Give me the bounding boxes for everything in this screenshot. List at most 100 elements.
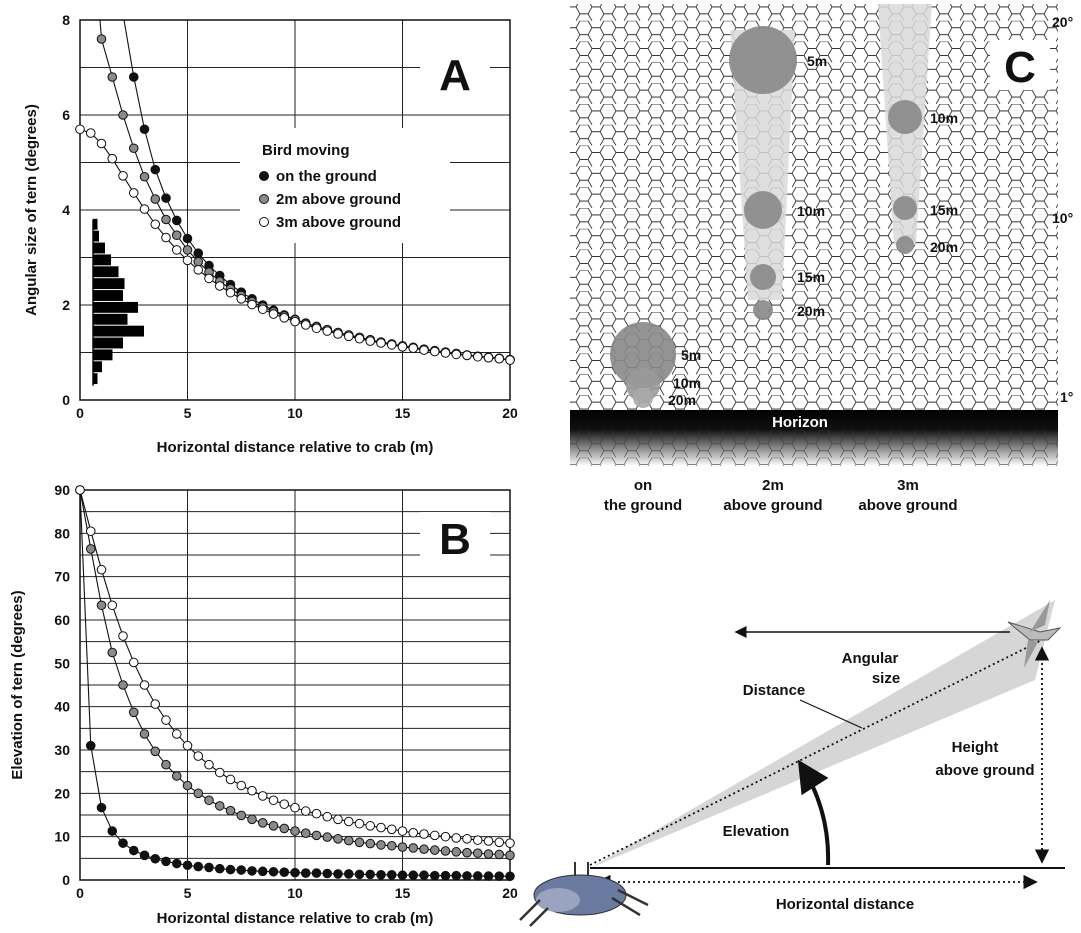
- histogram-bar: [93, 325, 144, 337]
- data-point: [354, 818, 365, 829]
- data-point: [96, 564, 107, 575]
- data-point: [311, 808, 322, 819]
- data-point: [171, 858, 182, 869]
- data-point: [290, 867, 300, 878]
- blob-3m-20m: [896, 236, 914, 254]
- y-tick-label: 30: [54, 742, 70, 758]
- data-point: [128, 188, 139, 198]
- data-point: [279, 799, 290, 809]
- data-point: [161, 715, 171, 725]
- height-label-line2: above ground: [935, 762, 1034, 779]
- data-point: [472, 351, 483, 362]
- legend-title: Bird moving: [262, 142, 350, 159]
- size-label: 10m: [930, 110, 958, 126]
- data-point: [150, 194, 161, 204]
- data-point: [193, 256, 204, 267]
- blob-2m-10m: [744, 191, 782, 229]
- data-point: [225, 774, 236, 785]
- data-point: [171, 771, 182, 781]
- angle-label-20: 20°: [1052, 14, 1073, 30]
- data-point: [85, 740, 96, 751]
- data-point: [182, 780, 193, 791]
- data-point: [472, 871, 483, 881]
- data-point: [182, 233, 193, 244]
- data-point: [505, 355, 515, 365]
- series-3m-above-ground: [75, 124, 515, 365]
- x-axis-label-a: Horizontal distance relative to crab (m): [157, 439, 434, 456]
- column-label-ground-line1: on: [634, 477, 652, 494]
- blob-ground-20m: [633, 388, 653, 408]
- data-point: [139, 729, 150, 739]
- data-point: [365, 336, 376, 346]
- data-point: [225, 805, 236, 816]
- horizon-label: Horizon: [772, 414, 828, 431]
- data-point: [376, 870, 386, 880]
- tern-icon: [1007, 600, 1062, 668]
- data-point: [333, 869, 343, 879]
- data-point: [75, 485, 85, 495]
- data-point: [419, 844, 429, 855]
- x-tick-label: 20: [502, 405, 518, 421]
- y-tick-label: 10: [54, 829, 70, 845]
- x-tick-label: 20: [502, 885, 518, 901]
- size-label: 5m: [681, 347, 701, 363]
- data-point: [268, 866, 279, 877]
- data-point: [322, 326, 333, 336]
- data-point: [214, 801, 225, 811]
- histogram-bar: [93, 218, 98, 230]
- data-point: [472, 848, 483, 858]
- data-point: [161, 232, 171, 243]
- data-point: [128, 707, 139, 718]
- x-tick-label: 10: [287, 885, 303, 901]
- data-point: [96, 802, 107, 813]
- data-point: [300, 828, 311, 839]
- legend-marker-ground: [259, 171, 269, 181]
- data-point: [214, 863, 225, 874]
- panel-a: 0 5 10 15 20 0 2 4 6 8 A Bird moving on the groun…: [23, 12, 518, 456]
- data-point: [85, 526, 96, 536]
- column-label-ground-line2: the ground: [604, 497, 682, 514]
- data-point: [386, 840, 397, 851]
- data-point: [161, 759, 171, 770]
- data-point: [365, 821, 376, 831]
- data-point: [494, 837, 505, 848]
- data-point: [118, 110, 128, 120]
- angular-size-label-line1: Angular: [842, 650, 899, 667]
- size-label: 10m: [673, 375, 701, 391]
- distance-pointer: [799, 699, 863, 729]
- data-point: [268, 309, 279, 319]
- histogram-bar: [93, 278, 125, 290]
- data-point: [193, 861, 204, 872]
- x-tick-label: 10: [287, 405, 303, 421]
- data-point: [161, 193, 171, 203]
- size-label: 20m: [797, 303, 825, 319]
- data-point: [128, 72, 139, 82]
- data-point: [107, 647, 118, 658]
- data-point: [408, 870, 419, 881]
- legend-entry-3m: 3m above ground: [276, 214, 401, 231]
- data-point: [236, 780, 247, 791]
- data-point: [290, 826, 300, 836]
- data-point: [161, 856, 171, 867]
- data-point: [107, 826, 118, 836]
- series-a: [75, 19, 515, 365]
- data-point: [128, 657, 139, 668]
- angle-label-1: 1°: [1060, 389, 1073, 405]
- data-point: [311, 868, 322, 878]
- data-point: [505, 838, 515, 848]
- data-point: [193, 751, 204, 761]
- data-point: [268, 821, 279, 831]
- data-point: [419, 345, 429, 355]
- data-point: [343, 331, 354, 342]
- data-point: [376, 840, 386, 850]
- data-point: [483, 849, 494, 859]
- column-label-3m-line1: 3m: [897, 477, 919, 494]
- data-point: [204, 759, 214, 770]
- data-point: [376, 338, 386, 348]
- data-point: [279, 867, 290, 878]
- plot-frame-a: [79, 19, 511, 401]
- x-axis-label-b: Horizontal distance relative to crab (m): [157, 910, 434, 927]
- column-label-2m-line2: above ground: [723, 497, 822, 514]
- data-point: [214, 767, 225, 778]
- data-point: [300, 868, 311, 878]
